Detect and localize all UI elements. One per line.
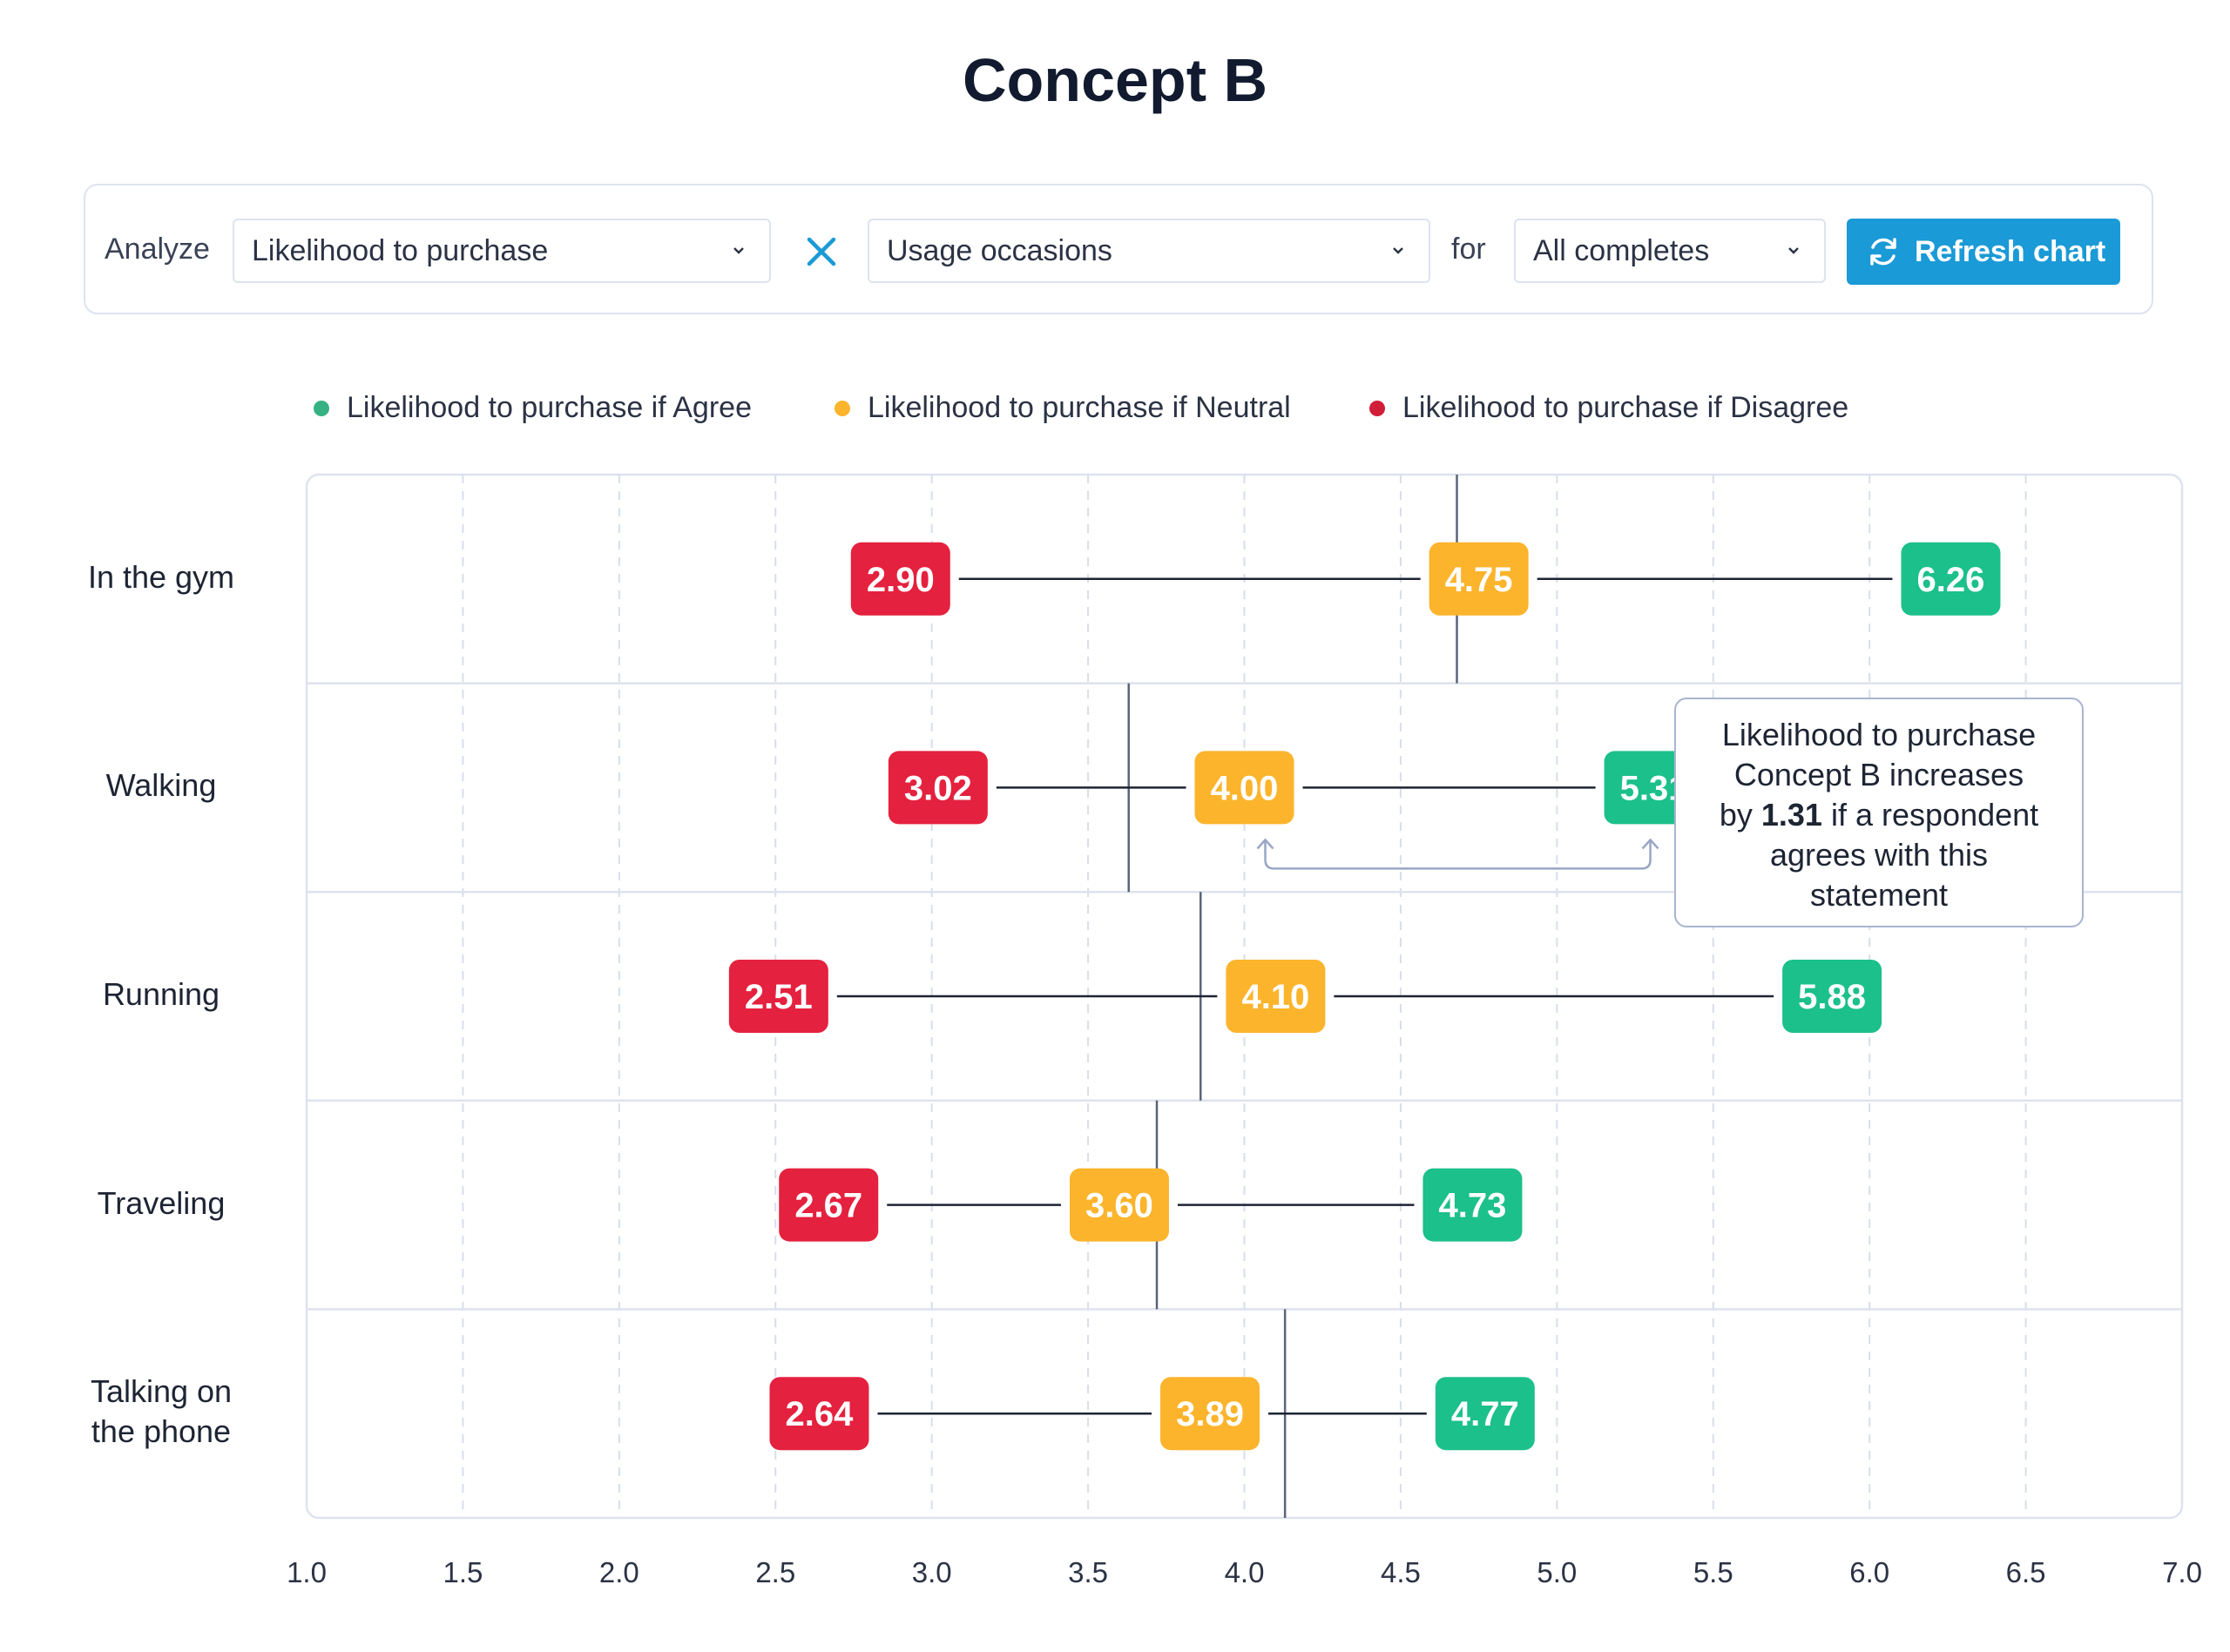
refresh-chart-button[interactable]: Refresh chart bbox=[1847, 219, 2120, 285]
analysis-controls: Analyze Likelihood to purchase Usage occ… bbox=[84, 184, 2153, 314]
category-label-line: Walking bbox=[105, 767, 217, 804]
data-point-disagree bbox=[728, 960, 828, 1033]
category-label: Talking on the phone bbox=[35, 1372, 287, 1452]
data-label-agree: 5.88 bbox=[1798, 978, 1866, 1016]
data-label-neutral: 4.10 bbox=[1241, 978, 1309, 1016]
tooltip-value: 1.31 bbox=[1760, 797, 1822, 833]
data-point-disagree bbox=[779, 1168, 879, 1242]
data-label-agree: 4.73 bbox=[1439, 1187, 1507, 1225]
chart-title: Concept B bbox=[963, 46, 1267, 114]
data-label-agree: 6.26 bbox=[1917, 561, 1985, 599]
tooltip-line-1: Likelihood to purchase bbox=[1721, 717, 2037, 752]
data-point-disagree bbox=[769, 1377, 869, 1451]
data-point-agree bbox=[1435, 1377, 1535, 1451]
for-label: for bbox=[1451, 233, 1486, 266]
x-tick-label: 2.0 bbox=[599, 1556, 639, 1588]
close-icon[interactable] bbox=[797, 227, 846, 276]
data-point-agree bbox=[1901, 542, 2001, 616]
data-label-disagree: 2.64 bbox=[786, 1395, 855, 1433]
data-point-disagree bbox=[888, 751, 988, 825]
data-label-disagree: 2.51 bbox=[745, 978, 813, 1016]
category-label-line: In the gym bbox=[87, 558, 235, 595]
x-tick-label: 6.5 bbox=[2006, 1556, 2046, 1588]
category-label-line: the phone bbox=[91, 1413, 232, 1450]
legend-swatch-disagree bbox=[1369, 401, 1385, 416]
legend-label-neutral: Likelihood to purchase if Neutral bbox=[868, 391, 1291, 424]
x-tick-label: 1.0 bbox=[287, 1556, 327, 1588]
segment-select[interactable]: All completes bbox=[1514, 219, 1826, 283]
data-point-neutral bbox=[1069, 1168, 1169, 1242]
chevron-down-icon bbox=[1393, 247, 1403, 254]
data-label-neutral: 4.00 bbox=[1211, 769, 1279, 807]
category-label: In the gym bbox=[35, 557, 287, 597]
refresh-icon bbox=[1870, 238, 1896, 266]
x-tick-label: 4.0 bbox=[1225, 1556, 1265, 1588]
analyze-label: Analyze bbox=[105, 233, 210, 266]
x-tick-label: 3.5 bbox=[1068, 1556, 1108, 1588]
x-tick-label: 4.5 bbox=[1381, 1556, 1421, 1588]
data-label-disagree: 3.02 bbox=[904, 769, 972, 807]
x-tick-label: 6.0 bbox=[1849, 1556, 1889, 1588]
data-point-agree bbox=[1782, 960, 1882, 1033]
segment-select-value: All completes bbox=[1533, 234, 1710, 267]
x-tick-label: 2.5 bbox=[755, 1556, 795, 1588]
tooltip-line-5: statement bbox=[1809, 877, 1949, 913]
data-point-disagree bbox=[850, 542, 950, 616]
legend-swatch-agree bbox=[314, 401, 329, 416]
data-point-neutral bbox=[1429, 542, 1529, 616]
category-label: Walking bbox=[35, 765, 287, 806]
metric-select[interactable]: Likelihood to purchase bbox=[233, 219, 771, 283]
refresh-chart-label: Refresh chart bbox=[1915, 235, 2106, 268]
tooltip-line-2: Concept B increases bbox=[1733, 757, 2024, 792]
data-label-disagree: 2.67 bbox=[794, 1187, 862, 1225]
insight-tooltip: Likelihood to purchase Concept B increas… bbox=[1674, 698, 2084, 927]
data-point-neutral bbox=[1226, 960, 1326, 1033]
dimension-select-value: Usage occasions bbox=[887, 234, 1112, 267]
x-tick-label: 3.0 bbox=[912, 1556, 952, 1588]
data-label-neutral: 3.89 bbox=[1176, 1395, 1244, 1433]
category-label: Running bbox=[35, 974, 287, 1015]
data-label-disagree: 2.90 bbox=[867, 561, 935, 599]
category-label-line: Running bbox=[102, 976, 220, 1012]
data-point-neutral bbox=[1194, 751, 1294, 825]
category-label-line: Talking on bbox=[90, 1373, 233, 1410]
data-label-neutral: 3.60 bbox=[1085, 1187, 1153, 1225]
chevron-down-icon bbox=[1788, 247, 1799, 254]
legend-label-agree: Likelihood to purchase if Agree bbox=[347, 391, 752, 424]
chevron-down-icon bbox=[733, 247, 744, 254]
x-tick-label: 5.0 bbox=[1537, 1556, 1577, 1588]
tooltip-line-4: agrees with this bbox=[1769, 837, 1989, 873]
x-tick-label: 1.5 bbox=[443, 1556, 483, 1588]
chart-legend: Likelihood to purchase if Agree Likeliho… bbox=[0, 383, 2230, 432]
data-point-agree bbox=[1422, 1168, 1523, 1242]
data-point-neutral bbox=[1160, 1377, 1260, 1451]
x-tick-label: 7.0 bbox=[2162, 1556, 2202, 1588]
difference-bracket bbox=[1264, 839, 1652, 870]
legend-label-disagree: Likelihood to purchase if Disagree bbox=[1402, 391, 1849, 424]
bracket-arrow bbox=[1256, 838, 1274, 850]
dimension-select[interactable]: Usage occasions bbox=[868, 219, 1430, 283]
tooltip-line-3: by 1.31 if a respondent bbox=[1719, 797, 2039, 833]
legend-swatch-neutral bbox=[835, 401, 850, 416]
data-label-neutral: 4.75 bbox=[1445, 561, 1513, 599]
data-label-agree: 4.77 bbox=[1451, 1395, 1519, 1433]
bracket-arrow bbox=[1641, 838, 1659, 850]
category-label: Traveling bbox=[35, 1183, 287, 1224]
category-label-line: Traveling bbox=[97, 1184, 226, 1221]
metric-select-value: Likelihood to purchase bbox=[252, 234, 549, 267]
x-tick-label: 5.5 bbox=[1693, 1556, 1733, 1588]
